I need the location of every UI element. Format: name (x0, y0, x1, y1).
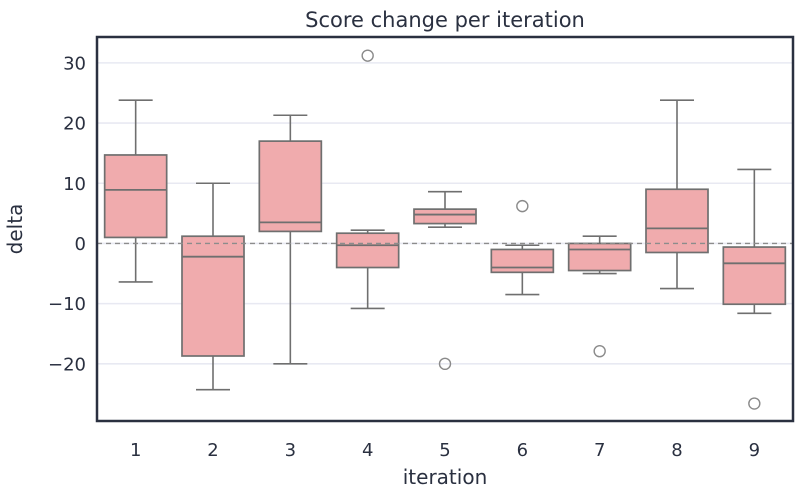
y-tick-label: 30 (63, 53, 86, 74)
box (103, 154, 168, 239)
plot-layer: 30 20 10 0 −10 −20 1 2 3 4 5 6 7 8 9 (48, 35, 795, 461)
box (335, 232, 400, 269)
y-tick-label: 20 (63, 114, 86, 135)
box (258, 140, 323, 233)
x-tick-label: 8 (671, 440, 682, 461)
plot-border (95, 35, 795, 423)
box (490, 248, 555, 274)
x-tick-label: 1 (130, 440, 141, 461)
y-tick-label: −20 (48, 354, 86, 375)
box (645, 188, 709, 254)
x-tick-label: 6 (517, 440, 528, 461)
x-tick-label: 4 (362, 440, 373, 461)
x-tick-label: 9 (749, 440, 760, 461)
x-tick-label: 5 (439, 440, 450, 461)
outlier-point (438, 357, 452, 371)
x-tick-label: 2 (207, 440, 218, 461)
box (722, 246, 787, 306)
outlier-point (516, 199, 529, 213)
chart-title: Score change per iteration (305, 8, 585, 32)
y-tick-label: 10 (63, 174, 86, 195)
outlier-point (361, 49, 374, 62)
x-tick-label: 3 (285, 440, 296, 461)
x-tick-label: 7 (594, 440, 605, 461)
y-tick-label: −10 (48, 294, 86, 315)
x-axis-label: iteration (403, 465, 488, 489)
outlier-point (748, 397, 761, 410)
box (567, 242, 632, 272)
box (413, 208, 477, 225)
outlier-point (593, 344, 606, 358)
box (181, 235, 245, 357)
y-tick-label: 0 (75, 234, 86, 255)
y-axis-label: delta (3, 204, 27, 255)
